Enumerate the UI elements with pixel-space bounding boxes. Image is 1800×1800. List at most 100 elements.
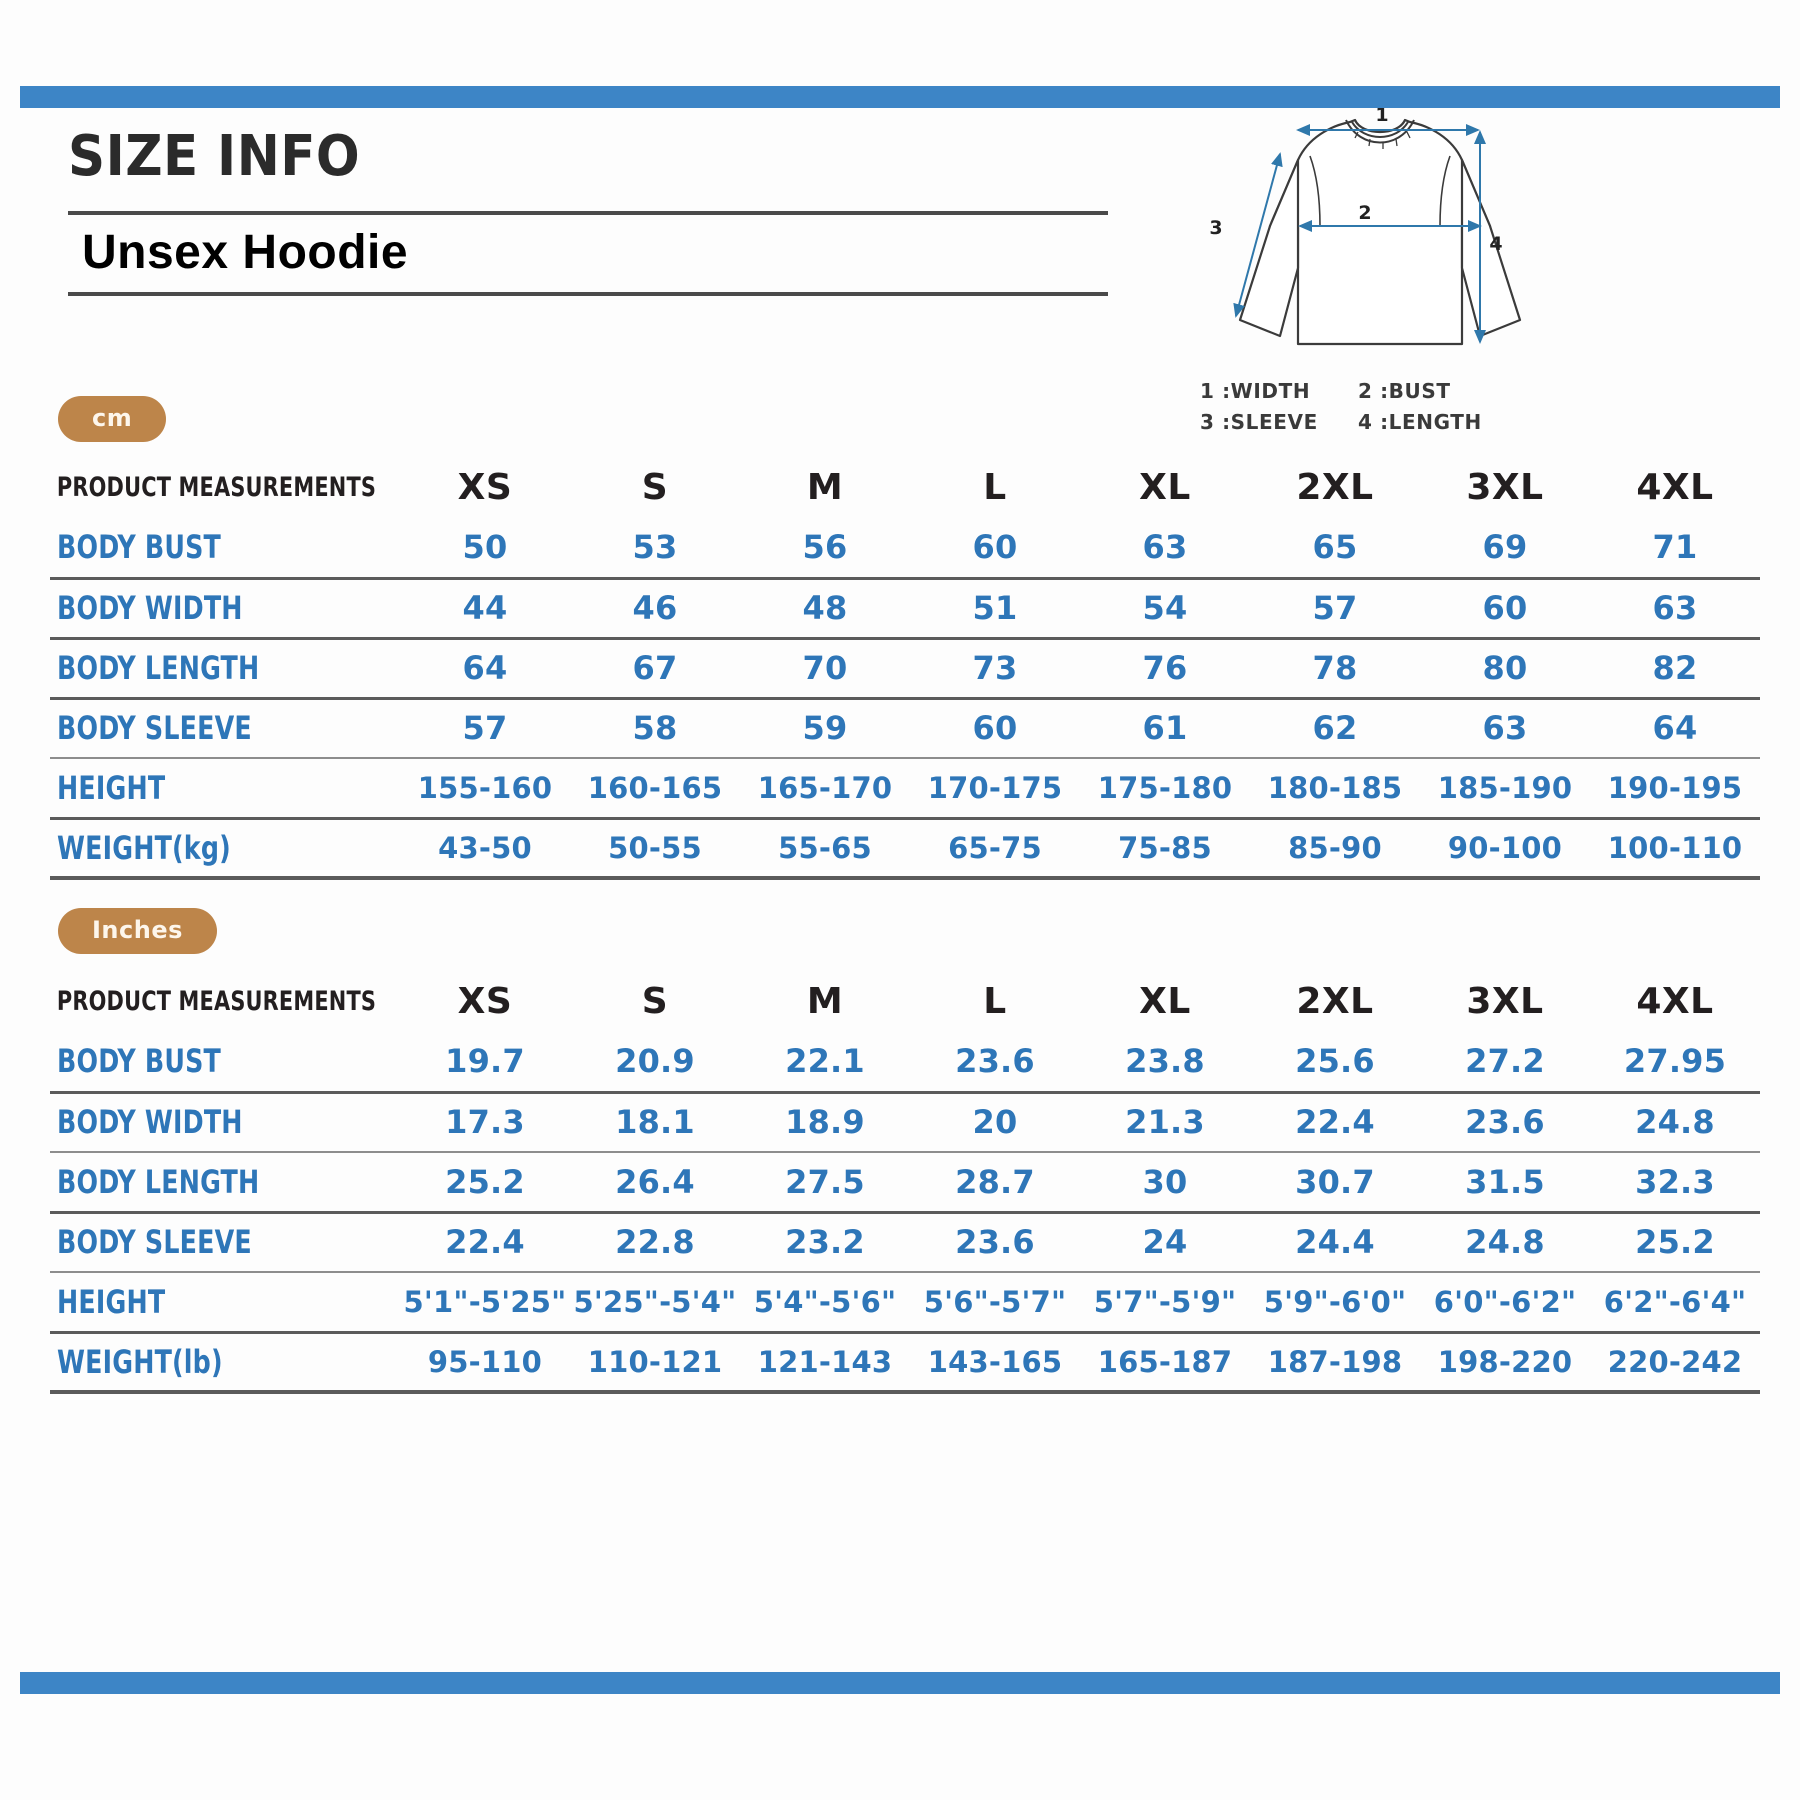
cell-weight-in-xs: 95-110 — [400, 1332, 570, 1394]
cell-length-s: 67 — [570, 638, 740, 700]
measurement-legend: 1 :WIDTH 2 :BUST 3 :SLEEVE 4 :LENGTH — [1200, 376, 1516, 438]
cell-sleeve-in-xs: 22.4 — [400, 1212, 570, 1273]
cell-width-in-m: 18.9 — [740, 1092, 910, 1153]
cell-length-4xl: 82 — [1590, 638, 1760, 700]
cell-weight-4xl: 100-110 — [1590, 818, 1760, 880]
cell-length-in-xl: 30 — [1080, 1152, 1250, 1214]
cell-height-4xl: 190-195 — [1590, 758, 1760, 820]
table-row: BODY SLEEVE 22.4 22.8 23.2 23.6 24 24.4 … — [50, 1212, 1760, 1273]
cell-bust-in-4xl: 27.95 — [1590, 1032, 1760, 1094]
title-divider-top — [68, 210, 1108, 215]
table-row: HEIGHT 155-160 160-165 165-170 170-175 1… — [50, 758, 1760, 820]
cell-height-xl: 175-180 — [1080, 758, 1250, 820]
row-label-height: HEIGHT — [50, 758, 358, 820]
table-row: BODY LENGTH 64 67 70 73 76 78 80 82 — [50, 638, 1760, 700]
cell-length-in-s: 26.4 — [570, 1152, 740, 1214]
cell-height-in-xl: 5'7"-5'9" — [1080, 1272, 1250, 1334]
cell-width-3xl: 60 — [1420, 578, 1590, 640]
marker-1-label: 1 — [1375, 108, 1388, 126]
marker-4-label: 4 — [1489, 233, 1502, 255]
column-header-s: S — [641, 466, 669, 508]
garment-diagram: 1 2 3 4 — [1180, 104, 1580, 368]
bottom-accent-bar — [20, 1672, 1780, 1694]
cell-weight-in-m: 121-143 — [740, 1332, 910, 1394]
cell-sleeve-in-3xl: 24.8 — [1420, 1212, 1590, 1273]
cell-width-m: 48 — [740, 578, 910, 640]
cell-height-l: 170-175 — [910, 758, 1080, 820]
legend-length: 4 :LENGTH — [1358, 410, 1482, 434]
cell-bust-2xl: 65 — [1250, 518, 1420, 580]
cell-bust-in-xs: 19.7 — [400, 1032, 570, 1094]
unit-pill-inches-wrap: Inches — [58, 908, 217, 954]
cell-weight-in-l: 143-165 — [910, 1332, 1080, 1394]
cell-width-4xl: 63 — [1590, 578, 1760, 640]
cell-weight-in-2xl: 187-198 — [1250, 1332, 1420, 1394]
row-label-body-bust-in: BODY BUST — [50, 1032, 358, 1094]
column-header-m-in: M — [806, 980, 844, 1022]
row-label-body-length-in: BODY LENGTH — [50, 1152, 358, 1214]
table-header-row: PRODUCT MEASUREMENTS XS S M L XL 2XL 3XL… — [50, 970, 1760, 1032]
cell-height-in-s: 5'25"-5'4" — [570, 1272, 740, 1334]
column-header-measurements-in: PRODUCT MEASUREMENTS — [56, 985, 377, 1017]
cell-sleeve-in-xl: 24 — [1080, 1212, 1250, 1273]
cell-bust-in-s: 20.9 — [570, 1032, 740, 1094]
row-label-body-length: BODY LENGTH — [50, 638, 358, 700]
table-row: HEIGHT 5'1"-5'25" 5'25"-5'4" 5'4"-5'6" 5… — [50, 1272, 1760, 1334]
cell-sleeve-s: 58 — [570, 698, 740, 759]
cell-height-s: 160-165 — [570, 758, 740, 820]
cell-height-in-xs: 5'1"-5'25" — [400, 1272, 570, 1334]
hoodie-illustration-icon: 1 2 3 4 — [1209, 104, 1522, 346]
column-header-3xl-in: 3XL — [1466, 980, 1544, 1022]
row-label-body-sleeve: BODY SLEEVE — [50, 698, 358, 759]
cell-length-xl: 76 — [1080, 638, 1250, 700]
column-header-4xl-in: 4XL — [1636, 980, 1714, 1022]
cell-width-in-s: 18.1 — [570, 1092, 740, 1153]
cell-height-in-m: 5'4"-5'6" — [740, 1272, 910, 1334]
size-table-cm: PRODUCT MEASUREMENTS XS S M L XL 2XL 3XL… — [50, 456, 1760, 880]
product-name: Unsex Hoodie — [82, 225, 409, 279]
cell-height-3xl: 185-190 — [1420, 758, 1590, 820]
cell-sleeve-xl: 61 — [1080, 698, 1250, 759]
cell-weight-m: 55-65 — [740, 818, 910, 880]
cell-height-in-l: 5'6"-5'7" — [910, 1272, 1080, 1334]
table-row: BODY WIDTH 17.3 18.1 18.9 20 21.3 22.4 2… — [50, 1092, 1760, 1153]
cell-width-2xl: 57 — [1250, 578, 1420, 640]
column-header-xl: XL — [1139, 466, 1191, 508]
cell-sleeve-4xl: 64 — [1590, 698, 1760, 759]
cell-bust-in-3xl: 27.2 — [1420, 1032, 1590, 1094]
cell-weight-xl: 75-85 — [1080, 818, 1250, 880]
legend-width: 1 :WIDTH — [1200, 379, 1311, 403]
cell-sleeve-in-2xl: 24.4 — [1250, 1212, 1420, 1273]
cell-weight-s: 50-55 — [570, 818, 740, 880]
cell-height-xs: 155-160 — [400, 758, 570, 820]
cell-bust-s: 53 — [570, 518, 740, 580]
cell-width-l: 51 — [910, 578, 1080, 640]
cell-length-in-xs: 25.2 — [400, 1152, 570, 1214]
cell-length-in-l: 28.7 — [910, 1152, 1080, 1214]
cell-height-in-3xl: 6'0"-6'2" — [1420, 1272, 1590, 1334]
column-header-4xl: 4XL — [1636, 466, 1714, 508]
cell-height-m: 165-170 — [740, 758, 910, 820]
row-label-body-width: BODY WIDTH — [50, 578, 358, 640]
cell-width-s: 46 — [570, 578, 740, 640]
cell-width-in-l: 20 — [910, 1092, 1080, 1153]
unit-pill-cm-wrap: cm — [58, 396, 167, 442]
cell-length-in-m: 27.5 — [740, 1152, 910, 1214]
cell-length-2xl: 78 — [1250, 638, 1420, 700]
table-row: WEIGHT(lb) 95-110 110-121 121-143 143-16… — [50, 1332, 1760, 1394]
marker-3-label: 3 — [1209, 217, 1222, 239]
legend-sleeve: 3 :SLEEVE — [1200, 410, 1318, 434]
row-label-height-in: HEIGHT — [50, 1272, 358, 1334]
cell-sleeve-2xl: 62 — [1250, 698, 1420, 759]
cell-weight-l: 65-75 — [910, 818, 1080, 880]
row-label-body-width-in: BODY WIDTH — [50, 1092, 358, 1153]
cell-width-xs: 44 — [400, 578, 570, 640]
cell-length-in-3xl: 31.5 — [1420, 1152, 1590, 1214]
cell-bust-l: 60 — [910, 518, 1080, 580]
cell-sleeve-in-s: 22.8 — [570, 1212, 740, 1273]
row-label-weight-kg: WEIGHT(kg) — [50, 818, 358, 880]
marker-2-label: 2 — [1358, 202, 1371, 224]
legend-bust: 2 :BUST — [1358, 379, 1451, 403]
table-header-row: PRODUCT MEASUREMENTS XS S M L XL 2XL 3XL… — [50, 456, 1760, 518]
